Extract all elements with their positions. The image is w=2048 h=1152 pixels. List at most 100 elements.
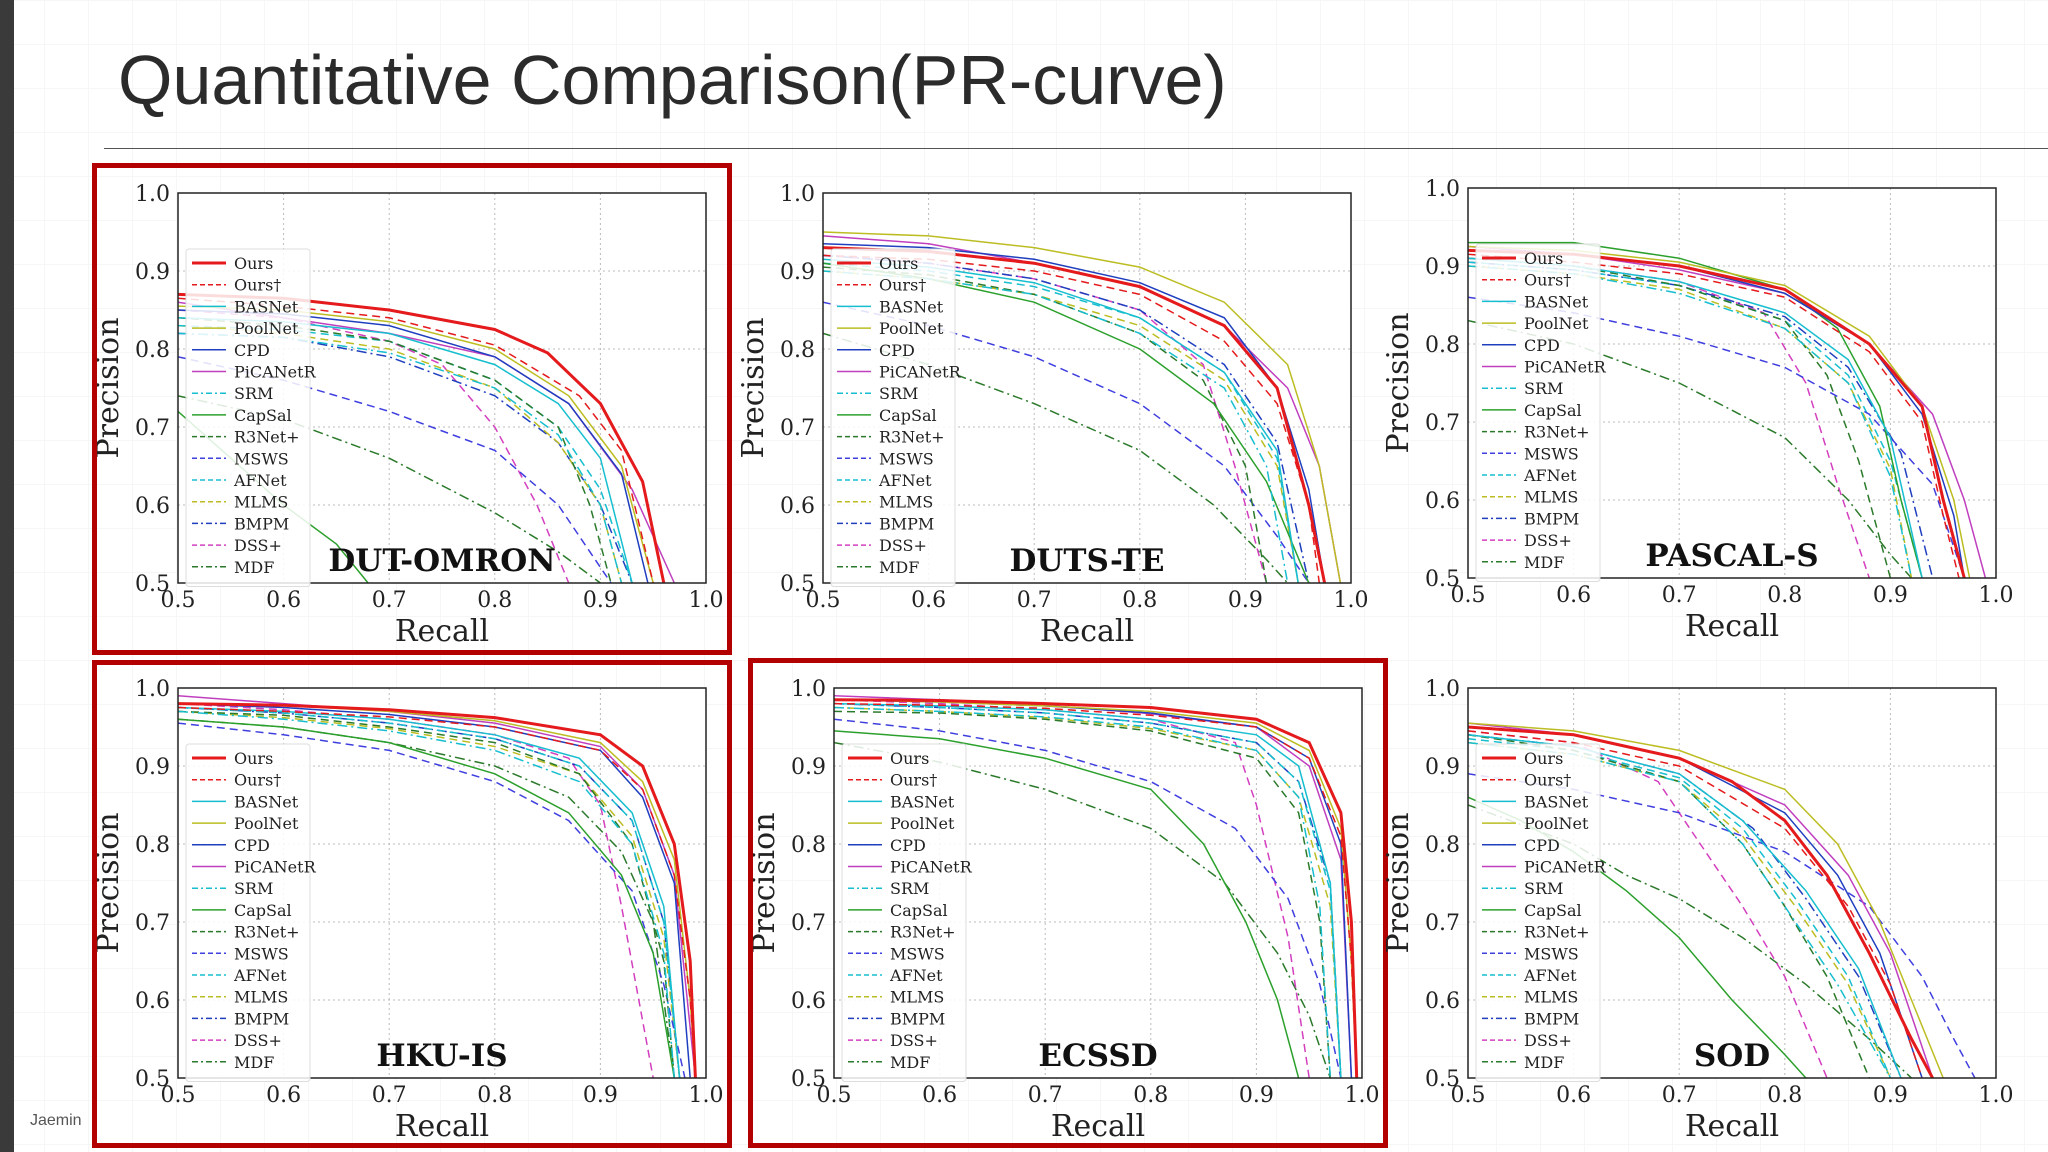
legend-entry: SRM <box>234 384 273 403</box>
chart-title: SOD <box>1694 1038 1770 1074</box>
highlight-box <box>748 658 1388 1148</box>
y-tick-label: 0.5 <box>135 1067 170 1092</box>
legend-entry: DSS+ <box>1524 1031 1572 1050</box>
x-tick-label: 0.6 <box>911 588 946 613</box>
legend-entry: AFNet <box>233 966 287 985</box>
x-tick-label: 0.6 <box>266 588 301 613</box>
chart-title: ECSSD <box>1038 1038 1157 1074</box>
legend-entry: DSS+ <box>879 536 927 555</box>
series-line <box>834 706 1332 1078</box>
y-tick-label: 0.5 <box>135 572 170 597</box>
legend-entry: PiCANetR <box>234 858 317 877</box>
x-axis-label: Recall <box>1685 1109 1779 1144</box>
legend-entry: CPD <box>1524 836 1560 855</box>
x-tick-label: 0.8 <box>1767 583 1802 608</box>
pr-chart-panel: 0.5 0.6 0.7 0.8 0.9 1.0 0.5 0.6 0.7 0.8 0.9 1.0 Ours… <box>1381 660 2042 1150</box>
legend-entry: Ours† <box>879 276 926 295</box>
x-tick-label: 0.7 <box>1662 1083 1697 1108</box>
x-tick-label: 1.0 <box>689 1083 724 1108</box>
legend-entry: DSS+ <box>1524 531 1572 550</box>
legend-entry: SRM <box>890 879 929 898</box>
y-tick-label: 1.0 <box>1425 177 1460 202</box>
legend-entry: MLMS <box>890 988 944 1007</box>
x-tick-label: 0.9 <box>1873 583 1908 608</box>
series-line <box>178 710 676 1078</box>
y-tick-label: 0.9 <box>1425 255 1460 280</box>
legend-entry: R3Net+ <box>890 923 956 942</box>
x-tick-label: 0.9 <box>583 588 618 613</box>
legend-entry: PoolNet <box>890 814 955 833</box>
series-line <box>834 698 1359 1078</box>
legend-entry: BMPM <box>879 514 934 533</box>
legend-entry: CPD <box>234 341 270 360</box>
x-tick-label: 0.8 <box>1767 1083 1802 1108</box>
axes-frame <box>177 687 707 1079</box>
y-tick-label: 0.6 <box>135 494 170 519</box>
series-line <box>823 231 1342 583</box>
legend-entry: CapSal <box>1524 901 1582 920</box>
legend-entry: CPD <box>1524 336 1560 355</box>
x-tick-label: 0.9 <box>583 1083 618 1108</box>
x-tick-label: 0.9 <box>1873 1083 1908 1108</box>
legend-entry: Ours <box>1524 749 1563 768</box>
y-tick-label: 0.9 <box>1425 755 1460 780</box>
x-tick-label: 0.5 <box>1451 1083 1486 1108</box>
legend-entry: AFNet <box>1523 466 1577 485</box>
legend-entry: MSWS <box>1524 944 1579 963</box>
legend-entry: CapSal <box>234 901 292 920</box>
y-tick-label: 0.8 <box>791 833 826 858</box>
x-tick-label: 0.5 <box>806 588 841 613</box>
legend-entry: AFNet <box>889 966 943 985</box>
legend-entry: CapSal <box>879 406 937 425</box>
pr-chart-svg: 0.5 0.6 0.7 0.8 0.9 1.0 0.5 0.6 0.7 0.8 0.9 1.0 Ours… <box>736 182 1369 649</box>
legend-entry: Ours <box>1524 249 1563 268</box>
x-tick-label: 0.8 <box>1133 1083 1168 1108</box>
y-tick-label: 0.9 <box>791 755 826 780</box>
pr-chart-svg: 0.5 0.6 0.7 0.8 0.9 1.0 0.5 0.6 0.7 0.8 0.9 1.0 Ours… <box>1381 177 2014 644</box>
legend-entry: Ours <box>234 749 273 768</box>
pr-chart-svg: 0.5 0.6 0.7 0.8 0.9 1.0 0.5 0.6 0.7 0.8 0.9 1.0 Ours… <box>1381 677 2014 1144</box>
y-tick-label: 0.6 <box>780 494 815 519</box>
legend-entry: MLMS <box>879 493 933 512</box>
y-axis-label: Precision <box>1381 812 1416 953</box>
legend-entry: Ours† <box>890 771 937 790</box>
left-edge-bar <box>0 0 14 1152</box>
x-tick-label: 1.0 <box>1979 583 2014 608</box>
legend-entry: MDF <box>1524 1053 1564 1072</box>
pr-chart-svg: 0.5 0.6 0.7 0.8 0.9 1.0 0.5 0.6 0.7 0.8 0.9 1.0 Ours… <box>91 182 724 649</box>
axes-frame <box>1467 687 1997 1079</box>
legend-entry: CapSal <box>1524 401 1582 420</box>
y-tick-label: 0.5 <box>1425 1067 1460 1092</box>
legend-entry: PoolNet <box>879 319 944 338</box>
slide-title: Quantitative Comparison(PR-curve) <box>118 41 1227 119</box>
x-tick-label: 0.9 <box>1228 588 1263 613</box>
x-axis-label: Recall <box>395 614 489 649</box>
x-tick-label: 0.7 <box>1017 588 1052 613</box>
x-tick-label: 0.8 <box>477 588 512 613</box>
legend-entry: PoolNet <box>1524 814 1589 833</box>
series-line <box>178 706 681 1078</box>
series-line <box>178 710 676 1078</box>
legend-entry: MLMS <box>234 988 288 1007</box>
x-tick-label: 0.6 <box>922 1083 957 1108</box>
chart-title: DUT-OMRON <box>328 543 555 579</box>
x-tick-label: 0.7 <box>1662 583 1697 608</box>
y-axis-label: Precision <box>1381 312 1416 453</box>
series-line <box>1468 722 1944 1078</box>
legend-entry: MSWS <box>234 944 289 963</box>
y-tick-label: 0.8 <box>780 338 815 363</box>
axes-frame <box>822 192 1352 584</box>
legend-entry: MDF <box>879 558 919 577</box>
legend-entry: AFNet <box>878 471 932 490</box>
y-tick-label: 0.6 <box>1425 489 1460 514</box>
series-line <box>834 702 1358 1078</box>
x-tick-label: 0.6 <box>1556 1083 1591 1108</box>
legend-entry: PiCANetR <box>1524 358 1607 377</box>
legend-entry: R3Net+ <box>879 428 945 447</box>
y-tick-label: 0.9 <box>135 755 170 780</box>
series-line <box>834 710 1332 1078</box>
legend-entry: CapSal <box>890 901 948 920</box>
y-tick-label: 0.8 <box>1425 333 1460 358</box>
legend-entry: CPD <box>890 836 926 855</box>
legend-entry: CapSal <box>234 406 292 425</box>
